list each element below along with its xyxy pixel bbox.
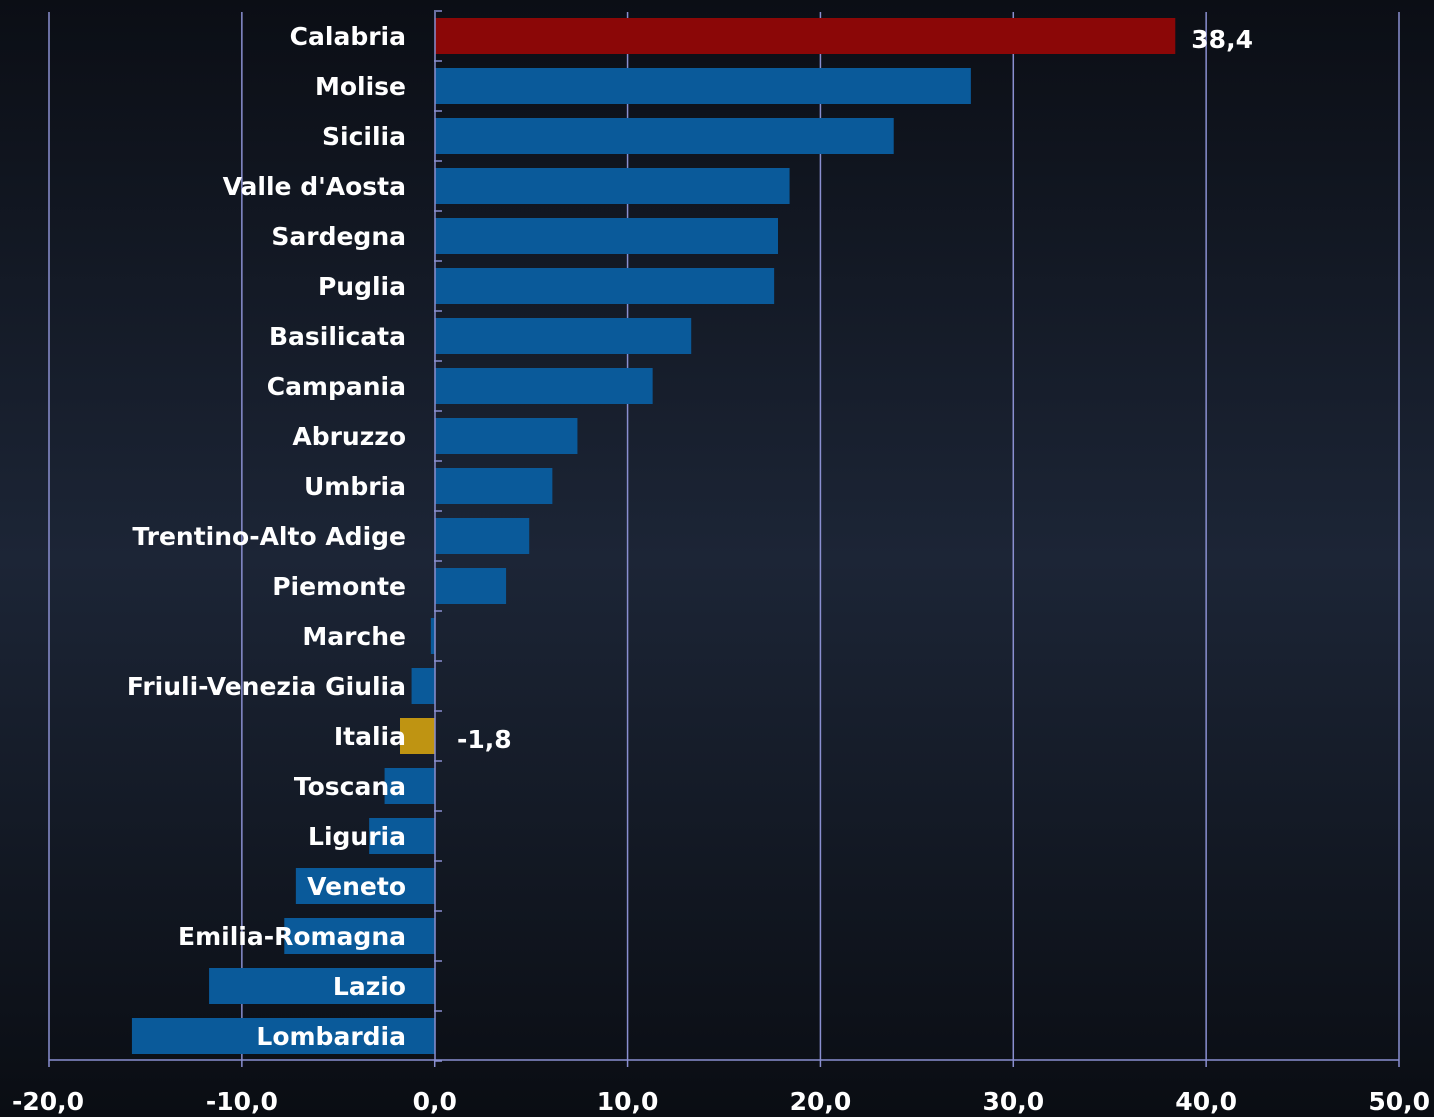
category-label-italia: Italia: [334, 722, 406, 751]
category-labels: Calabria Molise Sicilia Valle d'Aosta Sardeg…: [127, 22, 406, 1051]
category-label-basilicata: Basilicata: [269, 322, 406, 351]
bar-emilia-romagna: [284, 918, 435, 954]
bar-abruzzo: [434, 418, 578, 454]
bar-piemonte: [434, 568, 507, 604]
category-label-calabria: Calabria: [290, 22, 406, 51]
x-tick-labels: -20,0 -10,0 0,0 10,0 20,0 30,0 40,0 50,0: [12, 1087, 1430, 1116]
bar-puglia: [434, 268, 775, 304]
x-tick-label-30: 30,0: [982, 1087, 1044, 1116]
bar-friuli-venezia-giulia: [411, 668, 435, 704]
category-label-emilia-romagna: Emilia-Romagna: [178, 922, 406, 951]
x-tick-label-20: -20,0: [12, 1087, 84, 1116]
data-label-italia: -1,8: [457, 725, 512, 754]
category-label-liguria: Liguria: [308, 822, 406, 851]
category-label-marche: Marche: [302, 622, 406, 651]
category-label-sardegna: Sardegna: [271, 222, 406, 251]
category-label-trentino-alto-adige: Trentino-Alto Adige: [132, 522, 406, 551]
bar-molise: [434, 68, 971, 104]
bar-basilicata: [434, 318, 692, 354]
category-label-sicilia: Sicilia: [322, 122, 406, 151]
bar-italia: [400, 718, 435, 754]
x-tick-label-10: -10,0: [206, 1087, 278, 1116]
data-labels: 38,4 -1,8: [457, 25, 1253, 754]
x-tick-label-50: 50,0: [1368, 1087, 1430, 1116]
bar-sicilia: [434, 118, 894, 154]
data-label-calabria: 38,4: [1191, 25, 1253, 54]
bar-sardegna: [434, 218, 778, 254]
bar-liguria: [369, 818, 435, 854]
bar-trentino-alto-adige: [434, 518, 530, 554]
x-tick-label-20: 20,0: [790, 1087, 852, 1116]
category-label-campania: Campania: [267, 372, 406, 401]
category-label-piemonte: Piemonte: [272, 572, 406, 601]
bar-calabria: [434, 18, 1176, 54]
x-tick-label-0: 0,0: [413, 1087, 457, 1116]
bars: [131, 18, 1176, 1054]
x-tick-label-10: 10,0: [597, 1087, 659, 1116]
bar-toscana: [384, 768, 435, 804]
category-label-toscana: Toscana: [294, 772, 406, 801]
x-tick-label-40: 40,0: [1175, 1087, 1237, 1116]
bar-lazio: [209, 968, 435, 1004]
bar-marche: [430, 618, 435, 654]
category-label-molise: Molise: [315, 72, 406, 101]
category-label-valle-d-aosta: Valle d'Aosta: [223, 172, 406, 201]
category-label-puglia: Puglia: [318, 272, 406, 301]
bar-veneto: [295, 868, 435, 904]
bar-campania: [434, 368, 653, 404]
category-label-friuli-venezia-giulia: Friuli-Venezia Giulia: [127, 672, 406, 701]
category-label-veneto: Veneto: [307, 872, 406, 901]
category-label-lazio: Lazio: [333, 972, 406, 1001]
category-label-umbria: Umbria: [304, 472, 406, 501]
category-label-lombardia: Lombardia: [256, 1022, 406, 1051]
bar-lombardia: [131, 1018, 435, 1054]
category-label-abruzzo: Abruzzo: [292, 422, 406, 451]
axes: [48, 10, 1400, 1067]
bar-valle-d-aosta: [434, 168, 790, 204]
bar-umbria: [434, 468, 553, 504]
